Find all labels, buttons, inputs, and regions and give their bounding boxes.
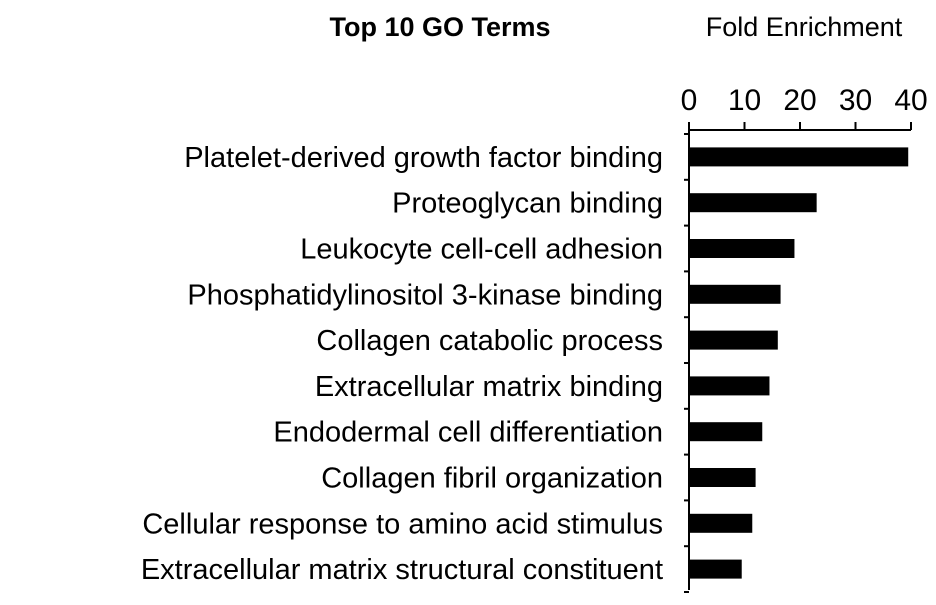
x-axis: 0 10 20 30 40 xyxy=(681,84,928,131)
category-labels: Platelet-derived growth factor binding Pr… xyxy=(141,142,663,586)
category-label: Cellular response to amino acid stimulus xyxy=(142,508,663,540)
bar xyxy=(689,284,781,304)
category-label: Collagen fibril organization xyxy=(321,463,663,495)
category-label: Platelet-derived growth factor binding xyxy=(184,142,663,174)
bar xyxy=(689,239,795,258)
x-tick-label: 0 xyxy=(681,84,698,117)
x-axis-label: Fold Enrichment xyxy=(706,12,903,42)
bars xyxy=(689,147,909,579)
bar xyxy=(689,559,742,579)
x-tick-label: 20 xyxy=(783,84,816,117)
x-tick-label: 10 xyxy=(728,84,761,117)
bar xyxy=(689,147,909,167)
category-label: Proteoglycan binding xyxy=(392,188,663,220)
category-label: Phosphatidylinositol 3-kinase binding xyxy=(187,279,663,311)
category-label: Extracellular matrix structural constitu… xyxy=(141,554,663,586)
category-label: Endodermal cell differentiation xyxy=(273,417,663,449)
bar xyxy=(689,376,770,396)
bar xyxy=(689,193,817,213)
x-tick-label: 30 xyxy=(839,84,872,117)
y-axis xyxy=(684,130,690,593)
category-label: Extracellular matrix binding xyxy=(315,371,663,403)
bar xyxy=(689,330,778,350)
category-label: Collagen catabolic process xyxy=(316,325,663,357)
category-label: Leukocyte cell-cell adhesion xyxy=(300,234,663,266)
x-tick-label: 40 xyxy=(894,84,927,117)
bar xyxy=(689,468,756,487)
bar xyxy=(689,422,763,442)
chart-title: Top 10 GO Terms xyxy=(329,12,550,42)
bar xyxy=(689,513,753,533)
